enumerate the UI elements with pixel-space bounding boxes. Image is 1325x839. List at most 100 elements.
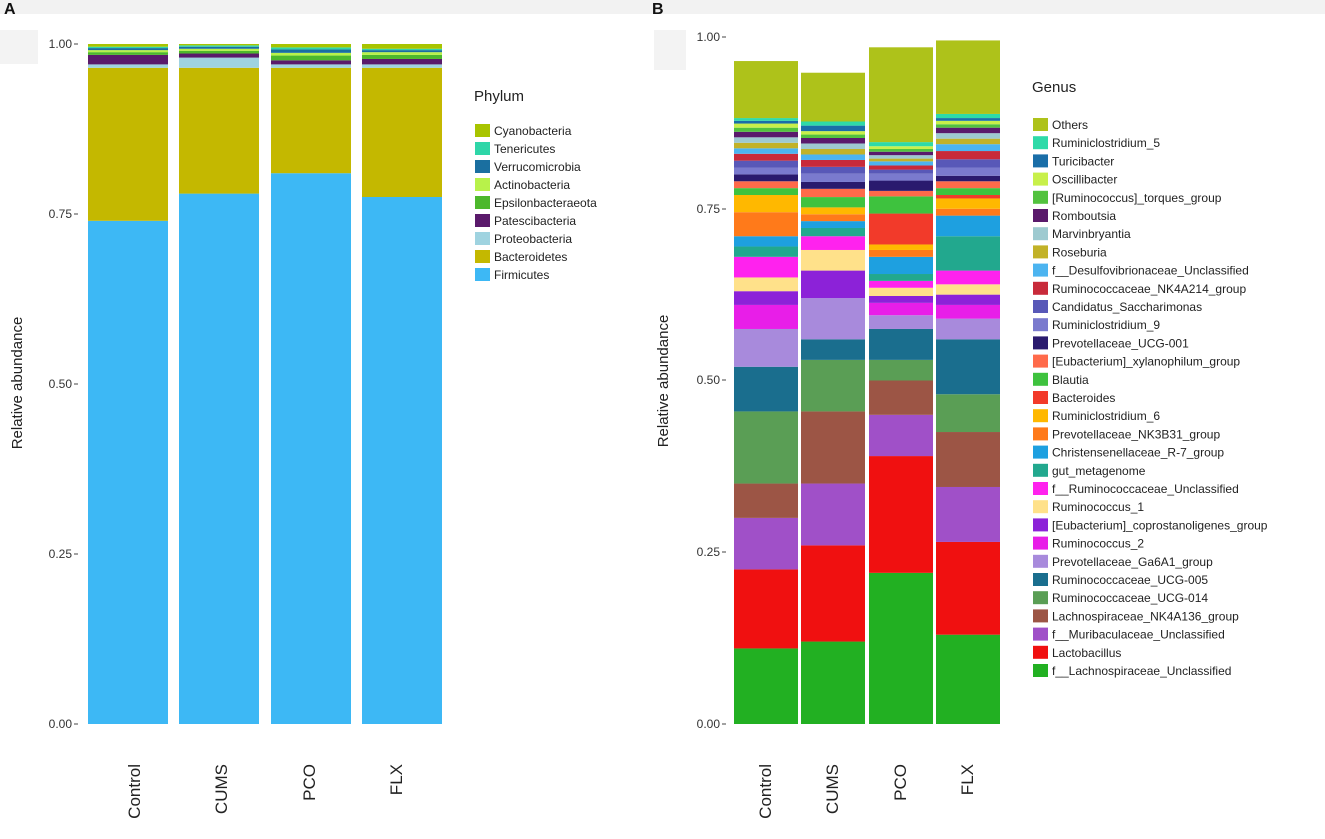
panel-a-bar-cums-seg-2 [179, 57, 259, 68]
panel-b-legend-label-15: Bacteroides [1052, 391, 1115, 405]
panel-b-legend-label-1: Ruminiclostridium_5 [1052, 136, 1160, 150]
panel-b-bar-pco-seg-3 [869, 380, 933, 415]
panel-b-bar-cums-seg-18 [801, 181, 865, 189]
panel-b-bar-pco-seg-19 [869, 173, 933, 181]
panel-b-legend-swatch-0 [1033, 118, 1048, 131]
panel-b-bar-cums-seg-10 [801, 236, 865, 250]
panel-a-bar-pco-seg-1 [271, 67, 351, 174]
panel-a-bar-cums-seg-6 [179, 46, 259, 49]
panel-b-bar-flx-seg-9 [936, 284, 1000, 295]
panel-b-bar-control-seg-25 [734, 131, 798, 138]
panel-b-bar-flx-seg-14 [936, 198, 1000, 209]
panel-b-legend-swatch-23 [1033, 536, 1048, 550]
panel-b-legend-label-0: Others [1052, 118, 1088, 132]
panel-a-bar-flx-seg-2 [362, 64, 442, 68]
panel-a-legend-swatch-8 [475, 268, 490, 281]
panel-b-legend-swatch-14 [1033, 372, 1048, 386]
panel-a-bar-control-seg-3 [88, 54, 168, 65]
panel-b-bar-flx-seg-30 [936, 40, 1000, 114]
panel-b-bar-cums-seg-9 [801, 249, 865, 271]
panel-b-bar-flx-seg-21 [936, 151, 1000, 160]
panel-b-bar-pco-seg-1 [869, 456, 933, 573]
panel-a-bar-flx-seg-5 [362, 52, 442, 55]
panel-b-bar-cums-seg-14 [801, 207, 865, 215]
panel-b-legend-swatch-20 [1033, 482, 1048, 495]
panel-b-bar-pco-seg-13 [869, 249, 933, 257]
panel-a-bars [88, 44, 442, 725]
panel-b-bar-flx-seg-27 [936, 120, 1000, 125]
panel-a-bar-pco-seg-5 [271, 52, 351, 56]
panel-b-ytick-label-1: 0.25 [697, 545, 721, 559]
panel-b-bar-pco-seg-29 [869, 142, 933, 147]
panel-b-bar-flx-seg-11 [936, 236, 1000, 271]
panel-b-bar-flx-seg-3 [936, 432, 1000, 487]
panel-b-legend-swatch-30 [1033, 664, 1048, 677]
panel-b-legend-label-28: f__Muribaculaceae_Unclassified [1052, 628, 1225, 642]
panel-b-bar-control-seg-22 [734, 148, 798, 154]
panel-b-legend-swatch-25 [1033, 573, 1048, 586]
panel-b-legend-swatch-19 [1033, 463, 1048, 477]
panel-a-bar-flx-seg-7 [362, 48, 442, 51]
panel-b-bar-cums-seg-11 [801, 227, 865, 237]
panel-b-bar-control-seg-24 [734, 137, 798, 143]
panel-b-legend-label-29: Lactobacillus [1052, 646, 1121, 660]
panel-b-bar-pco-seg-6 [869, 315, 933, 329]
panel-a-bar-pco-seg-8 [271, 44, 351, 48]
panel-b-bar-flx-seg-19 [936, 167, 1000, 176]
panel-b-legend-swatch-27 [1033, 609, 1048, 623]
panel-a-legend-label-7: Bacteroidetes [494, 250, 567, 264]
panel-a-label: A [4, 1, 16, 18]
panel-b-bar-flx-seg-4 [936, 394, 1000, 433]
panel-b-bar-flx-seg-2 [936, 486, 1000, 542]
panel-b-bar-pco-seg-4 [869, 359, 933, 381]
panel-b-bar-flx-seg-26 [936, 124, 1000, 128]
panel-b-bar-control-seg-26 [734, 127, 798, 132]
panel-b-bar-pco-seg-16 [869, 196, 933, 214]
panel-b-bar-cums-seg-5 [801, 339, 865, 360]
panel-b-bar-flx-seg-15 [936, 195, 1000, 199]
panel-b-bar-cums-seg-23 [801, 148, 865, 155]
panel-b-bar-cums-seg-21 [801, 159, 865, 167]
panel-a-xtick-label-1: CUMS [212, 764, 231, 814]
panel-b-bar-cums-seg-3 [801, 411, 865, 484]
panel-b-bar-control-seg-30 [734, 61, 798, 119]
panel-a-bar-control-seg-2 [88, 64, 168, 68]
panel-b-bar-control-seg-13 [734, 212, 798, 237]
panel-b-bar-flx-seg-28 [936, 118, 1000, 121]
panel-a-bar-control-seg-7 [88, 46, 168, 49]
panel-b-bar-flx-seg-7 [936, 304, 1000, 319]
panel-b-bar-control-seg-9 [734, 277, 798, 292]
panel-a-ylabel: Relative abundance [9, 317, 26, 450]
panel-b-bar-flx-seg-8 [936, 294, 1000, 305]
panel-b-legend-swatch-2 [1033, 154, 1048, 168]
panel-b-legend-label-12: Prevotellaceae_UCG-001 [1052, 336, 1189, 350]
panel-b-bar-flx-seg-12 [936, 215, 1000, 237]
panel-b-bar-flx-seg-0 [936, 634, 1000, 724]
panel-b-bar-flx-seg-6 [936, 318, 1000, 340]
panel-a-bar-pco-seg-2 [271, 64, 351, 68]
panel-b-legend-swatch-8 [1033, 263, 1048, 277]
panel-b-bar-cums-seg-24 [801, 143, 865, 149]
panel-b-bar-pco-seg-18 [869, 180, 933, 191]
panel-b-legend-label-17: Prevotellaceae_NK3B31_group [1052, 427, 1220, 441]
panel-b-bar-control-seg-18 [734, 174, 798, 182]
panel-b-bar-control-seg-7 [734, 304, 798, 329]
panel-b-bar-cums-seg-16 [801, 197, 865, 208]
panel-b-legend-swatch-7 [1033, 245, 1048, 259]
panel-b-bar-cums-seg-26 [801, 134, 865, 138]
panel-b-bar-pco-seg-30 [869, 47, 933, 143]
panel-b-bar-cums-seg-2 [801, 483, 865, 546]
panel-b-legend-swatch-24 [1033, 554, 1048, 568]
panel-a-bar-pco-seg-3 [271, 60, 351, 65]
panel-b-bar-flx-seg-24 [936, 133, 1000, 139]
panel-b-bar-flx-seg-17 [936, 181, 1000, 189]
panel-b-legend-label-18: Christensenellaceae_R-7_group [1052, 446, 1224, 460]
panel-b-bar-pco-seg-5 [869, 328, 933, 360]
panel-b-bar-control-seg-16 [734, 188, 798, 196]
panel-b-legend-label-20: f__Ruminococcaceae_Unclassified [1052, 482, 1239, 496]
panel-b-bar-pco-seg-25 [869, 151, 933, 156]
panel-b-bar-flx-seg-13 [936, 208, 1000, 216]
panel-b-bar-pco-seg-24 [869, 155, 933, 159]
panel-b-bar-pco-seg-21 [869, 165, 933, 170]
panel-b-bar-cums-seg-4 [801, 359, 865, 412]
